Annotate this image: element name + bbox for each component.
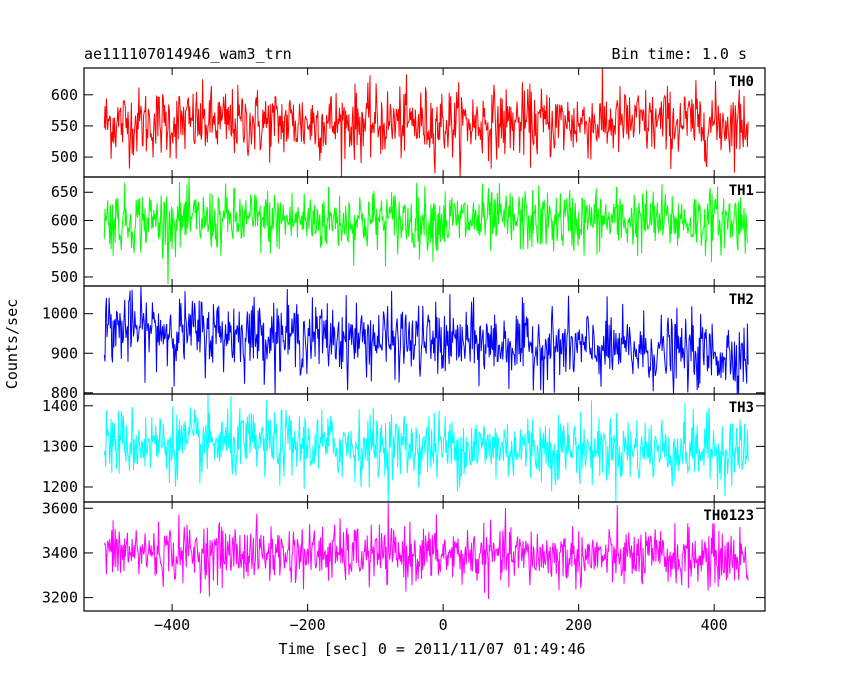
y-axis-label: Counts/sec xyxy=(3,298,21,390)
x-tick-label: 0 xyxy=(439,616,448,634)
x-tick-label: −200 xyxy=(290,616,326,634)
series-th2 xyxy=(103,285,749,395)
y-tick-label-th0: 600 xyxy=(51,86,78,104)
y-tick-label-th1: 500 xyxy=(51,268,78,286)
y-tick-label-th1: 650 xyxy=(51,183,78,201)
y-tick-label-th3: 1300 xyxy=(42,437,78,455)
panel-label-th0123: TH0123 xyxy=(703,508,754,524)
panel-label-th2: TH2 xyxy=(729,292,754,308)
series-th3 xyxy=(103,394,749,503)
y-tick-label-th0123: 3400 xyxy=(42,544,78,562)
x-tick-label: −400 xyxy=(154,616,190,634)
panel-frame-th0123 xyxy=(83,501,766,612)
series-th1 xyxy=(103,176,749,285)
y-tick-label-th1: 600 xyxy=(51,211,78,229)
series-th0123 xyxy=(103,502,749,599)
chart-title: ae111107014946_wam3_trn xyxy=(84,45,292,63)
series-th0 xyxy=(103,67,749,178)
y-tick-label-th2: 900 xyxy=(51,344,78,362)
y-tick-label-th3: 1400 xyxy=(42,397,78,415)
y-tick-label-th0: 550 xyxy=(51,117,78,135)
panel-label-th0: TH0 xyxy=(729,74,754,90)
y-tick-label-th2: 800 xyxy=(51,384,78,402)
panel-label-th1: TH1 xyxy=(729,183,754,199)
y-tick-label-th3: 1200 xyxy=(42,478,78,496)
y-tick-label-th1: 550 xyxy=(51,240,78,258)
x-axis-label: Time [sec] 0 = 2011/11/07 01:49:46 xyxy=(278,640,586,658)
y-tick-label-th0123: 3200 xyxy=(42,589,78,607)
y-tick-label-th2: 1000 xyxy=(42,305,78,323)
y-tick-label-th0123: 3600 xyxy=(42,499,78,517)
x-tick-label: 400 xyxy=(701,616,728,634)
panel-label-th3: TH3 xyxy=(729,400,754,416)
y-tick-label-th0: 500 xyxy=(51,148,78,166)
bin-time-label: Bin time: 1.0 s xyxy=(611,45,747,63)
x-tick-label: 200 xyxy=(565,616,592,634)
